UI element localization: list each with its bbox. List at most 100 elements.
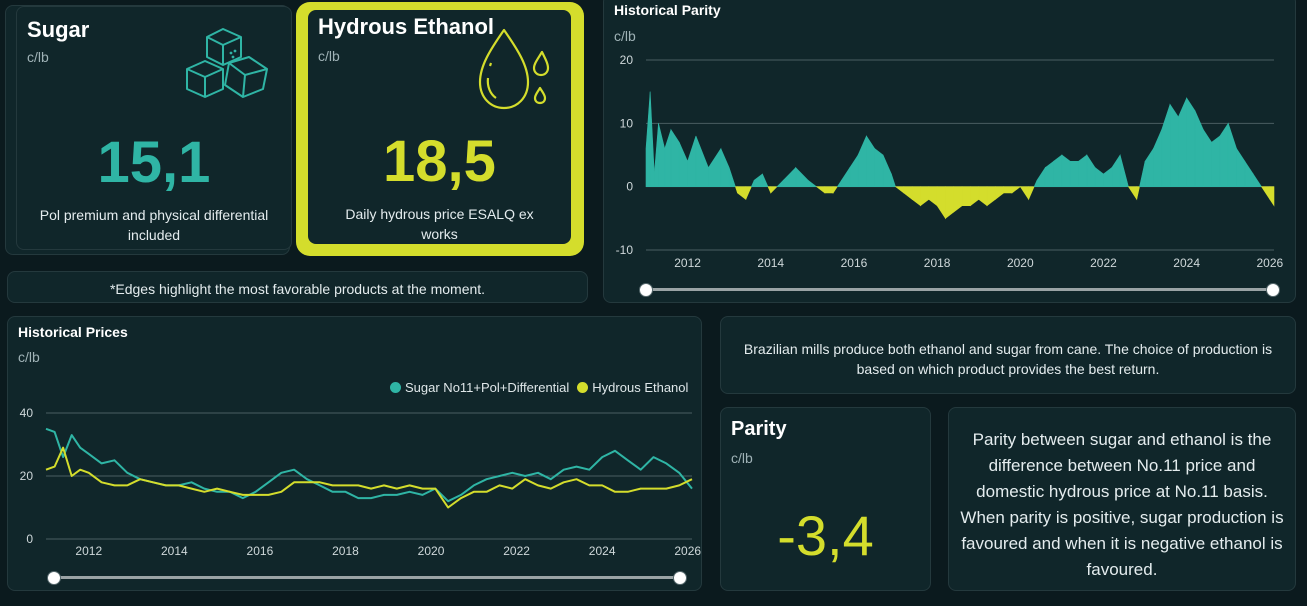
parity-chart-plot: -10 0 10 20 2012 2014 2016 2018 2020 2022 2024 2026 [616, 53, 1284, 270]
parity-area-segment [645, 91, 651, 187]
parity-area-segment [649, 91, 655, 187]
parity-area-segment [1169, 103, 1179, 187]
parity-x-tick-label: 2012 [674, 256, 701, 270]
prices-y-tick-label: 20 [20, 469, 34, 483]
parity-area-segment [1053, 154, 1063, 187]
prices-slider-start-handle[interactable] [47, 571, 61, 585]
parity-area-segment [728, 167, 736, 187]
parity-area-segment [737, 186, 747, 200]
parity-slider-track[interactable] [646, 288, 1274, 291]
prices-chart-title: Historical Prices [18, 324, 128, 340]
parity-area-segment [695, 135, 709, 187]
parity-area-segment [1252, 172, 1263, 187]
ethanol-subtitle: Daily hydrous price ESALQ ex works [345, 206, 534, 242]
parity-area-segment [995, 186, 1004, 200]
parity-area-segment [866, 134, 876, 187]
prices-slider-end-handle[interactable] [673, 571, 687, 585]
parity-area-segment [824, 186, 834, 194]
sugar-cubes-icon [186, 28, 268, 98]
parity-area-segment [654, 123, 659, 187]
parity-area-segment [882, 154, 892, 187]
parity-area-segment [986, 186, 996, 207]
parity-slider-start-handle[interactable] [639, 283, 653, 297]
sugar-value: 15,1 [97, 130, 211, 195]
parity-x-tick-label: 2024 [1173, 256, 1200, 270]
ethanol-title: Hydrous Ethanol [318, 14, 495, 39]
legend-sugar-dot [390, 382, 401, 393]
parity-area-segment [1028, 186, 1035, 200]
parity-x-tick-label: 2026 [1256, 256, 1283, 270]
parity-area-segment [776, 179, 784, 187]
ethanol-unit: c/lb [318, 48, 340, 64]
sugar-unit: c/lb [27, 49, 49, 65]
parity-area-segment [1111, 153, 1121, 187]
prices-chart-unit: c/lb [18, 349, 40, 365]
prices-x-tick-label: 2020 [418, 544, 445, 558]
parity-area-segment [1019, 186, 1029, 201]
parity-area-segment [1086, 153, 1096, 187]
parity-area-segment [953, 186, 963, 213]
parity-area-segment [911, 186, 921, 207]
parity-y-tick-label: -10 [616, 243, 634, 257]
note-text: *Edges highlight the most favorable prod… [109, 281, 486, 297]
parity-area-segment [945, 186, 955, 219]
parity-area-segment [767, 186, 772, 194]
prices-x-tick-label: 2026 [674, 544, 701, 558]
parity-area-segment [1061, 154, 1071, 187]
parity-slider-end-handle[interactable] [1266, 283, 1280, 297]
parity-area-segment [1094, 167, 1104, 187]
prices-y-tick-label: 0 [26, 532, 33, 546]
legend-ethanol-label[interactable]: Hydrous Ethanol [592, 380, 689, 395]
prices-slider-track[interactable] [54, 576, 680, 579]
parity-x-tick-label: 2014 [757, 256, 784, 270]
prices-x-tick-label: 2024 [589, 544, 616, 558]
parity-x-tick-label: 2018 [924, 256, 951, 270]
parity-y-tick-label: 10 [620, 116, 634, 130]
parity-area-segment [795, 166, 809, 187]
prices-x-tick-label: 2012 [75, 544, 102, 558]
parity-explanation-card: Parity between sugar and ethanol is the … [948, 407, 1296, 591]
sugar-price-line [45, 427, 693, 503]
parity-area-segment [735, 186, 738, 194]
parity-area-segment [961, 186, 971, 206]
ethanol-price-line [45, 446, 693, 509]
parity-area-segment [1161, 104, 1171, 187]
parity-area-segment [874, 148, 884, 187]
prices-x-tick-label: 2018 [332, 544, 359, 558]
parity-title: Parity [731, 418, 787, 440]
parity-area-segment [750, 180, 755, 187]
sugar-card-inner: Sugar c/lb 15,1 Pol premium and physical… [16, 6, 292, 250]
parity-area-segment [1194, 110, 1204, 187]
parity-unit: c/lb [731, 450, 753, 466]
ethanol-value: 18,5 [383, 129, 496, 194]
parity-area-segment [970, 186, 980, 207]
parity-area-segment [1244, 160, 1254, 187]
sugar-card[interactable]: Sugar c/lb 15,1 Pol premium and physical… [5, 5, 292, 255]
parity-area-segment [936, 186, 946, 220]
parity-area-segment [928, 186, 938, 207]
ethanol-card[interactable]: Hydrous Ethanol c/lb 18,5 Daily hydrous … [296, 2, 584, 256]
prices-chart-plot: 0 20 40 2012 2014 2016 2018 2020 2022 2024 2026 [20, 406, 702, 558]
parity-area-segment [1202, 128, 1212, 187]
parity-card[interactable]: Parity c/lb -3,4 [720, 407, 931, 591]
parity-explanation-text: Parity between sugar and ethanol is the … [960, 430, 1284, 579]
parity-area-segment [1119, 154, 1129, 187]
prices-chart-card: Historical Prices c/lb Sugar No11+Pol+Di… [7, 316, 702, 591]
parity-area-segment [1127, 186, 1138, 201]
parity-area-segment [857, 135, 867, 187]
parity-area-segment [1033, 180, 1038, 187]
sugar-title: Sugar [27, 17, 90, 42]
parity-area-segment [1227, 123, 1237, 187]
legend-sugar-label[interactable]: Sugar No11+Pol+Differential [405, 380, 570, 395]
parity-area-segment [1136, 186, 1140, 200]
parity-chart-card: Historical Parity c/lb -10 0 10 20 2012 2014 2… [603, 0, 1296, 303]
parity-area-segment [1144, 147, 1154, 187]
parity-x-tick-label: 2016 [841, 256, 868, 270]
parity-area-segment [1178, 97, 1187, 187]
parity-area-segment [753, 173, 763, 187]
parity-area-segment [782, 166, 797, 187]
parity-area-segment [770, 186, 778, 194]
parity-area-segment [1260, 186, 1271, 201]
parity-area-segment [1103, 167, 1113, 187]
parity-area-segment [1011, 186, 1022, 194]
